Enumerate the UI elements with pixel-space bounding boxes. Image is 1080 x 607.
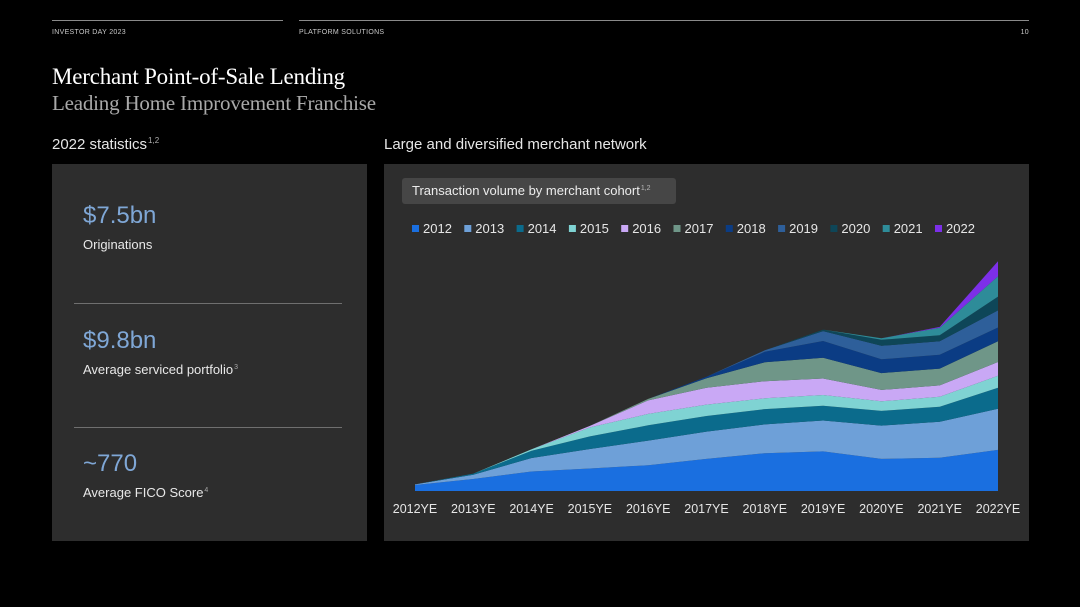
header-rule-left	[52, 20, 283, 21]
x-tick-label: 2019YE	[801, 502, 845, 516]
originations-label: Originations	[83, 237, 152, 252]
page-subtitle: Leading Home Improvement Franchise	[52, 91, 376, 115]
serviced-portfolio-label: Average serviced portfolio3	[83, 362, 238, 377]
x-tick-label: 2016YE	[626, 502, 670, 516]
fico-score-value: ~770	[83, 450, 138, 477]
legend-label: 2020	[841, 221, 870, 236]
legend-swatch	[673, 225, 681, 232]
x-tick-label: 2012YE	[393, 502, 437, 516]
legend-item-2020: 2020	[830, 221, 870, 236]
legend-label: 2014	[528, 221, 557, 236]
x-tick-label: 2015YE	[568, 502, 612, 516]
legend-item-2019: 2019	[778, 221, 818, 236]
chart-title-footnote-ref: 1,2	[640, 184, 651, 192]
page-title: Merchant Point-of-Sale Lending	[52, 64, 345, 89]
legend-label: 2016	[632, 221, 661, 236]
legend-label: 2012	[423, 221, 452, 236]
legend-label: 2017	[685, 221, 714, 236]
stats-footnote-ref: 1,2	[148, 136, 160, 145]
legend-item-2014: 2014	[516, 221, 557, 236]
legend-item-2012: 2012	[412, 221, 452, 236]
serviced-portfolio-label-text: Average serviced portfolio	[83, 362, 234, 377]
area-series-2012	[415, 449, 998, 491]
legend-item-2017: 2017	[673, 221, 714, 236]
legend-swatch	[778, 225, 786, 232]
x-tick-label: 2022YE	[976, 502, 1020, 516]
header-rule-right	[299, 20, 1029, 21]
header-event-label: INVESTOR DAY 2023	[52, 29, 126, 36]
area-series-2013	[415, 408, 998, 485]
stat-divider	[74, 427, 342, 428]
serviced-portfolio-footnote-ref: 3	[234, 363, 238, 371]
originations-label-text: Originations	[83, 237, 153, 252]
area-series-2016	[415, 362, 998, 485]
area-series-2014	[415, 387, 998, 485]
legend-label: 2019	[789, 221, 818, 236]
chart-title: Transaction volume by merchant cohort1,2	[402, 178, 676, 204]
header-section-label: PLATFORM SOLUTIONS	[299, 29, 385, 36]
legend-swatch	[516, 225, 524, 232]
fico-score-label: Average FICO Score4	[83, 485, 208, 500]
x-tick-label: 2014YE	[509, 502, 553, 516]
page-number: 10	[1020, 29, 1029, 36]
chart-legend: 2012 2013 2014 2015 2016 2017 2018 2019 2020 2021…	[412, 221, 975, 236]
legend-swatch	[725, 225, 733, 232]
legend-swatch	[464, 225, 472, 232]
x-tick-label: 2017YE	[684, 502, 728, 516]
legend-label: 2015	[580, 221, 609, 236]
legend-swatch	[935, 225, 942, 232]
serviced-portfolio-value: $9.8bn	[83, 327, 157, 354]
x-tick-label: 2013YE	[451, 502, 495, 516]
stats-panel: $7.5bn Originations $9.8bn Average servi…	[52, 164, 367, 541]
network-section-label: Large and diversified merchant network	[384, 136, 647, 153]
legend-item-2021: 2021	[882, 221, 923, 236]
legend-label: 2021	[894, 221, 923, 236]
fico-score-footnote-ref: 4	[204, 486, 209, 494]
x-tick-label: 2021YE	[917, 502, 961, 516]
legend-item-2013: 2013	[464, 221, 504, 236]
chart-panel: Transaction volume by merchant cohort1,2…	[384, 164, 1029, 541]
area-series-2017	[415, 341, 998, 485]
legend-swatch	[412, 225, 419, 232]
legend-item-2018: 2018	[725, 221, 766, 236]
legend-item-2015: 2015	[568, 221, 609, 236]
x-axis-ticks: 2012YE 2013YE 2014YE 2015YE 2016YE 2017YE 2018…	[393, 502, 1020, 516]
stats-section-label-text: 2022 statistics	[52, 136, 148, 153]
originations-value: $7.5bn	[83, 202, 157, 229]
legend-swatch	[830, 225, 838, 232]
fico-score-label-text: Average FICO Score	[83, 485, 204, 500]
x-tick-label: 2020YE	[859, 502, 903, 516]
area-series-2015	[415, 375, 998, 485]
stats-section-label: 2022 statistics1,2	[52, 136, 159, 153]
chart-title-text: Transaction volume by merchant cohort	[412, 183, 640, 198]
legend-swatch	[621, 225, 629, 232]
stacked-area-chart: 2012 2013 2014 2015 2016 2017 2018 2019 2020 2021…	[393, 221, 1020, 516]
x-tick-label: 2018YE	[743, 502, 787, 516]
legend-item-2022: 2022	[935, 221, 975, 236]
legend-label: 2018	[737, 221, 766, 236]
stat-divider	[74, 303, 342, 304]
legend-item-2016: 2016	[621, 221, 661, 236]
chart-areas	[415, 261, 998, 491]
legend-swatch	[568, 225, 576, 232]
legend-swatch	[882, 225, 890, 232]
legend-label: 2013	[475, 221, 504, 236]
legend-label: 2022	[946, 221, 975, 236]
